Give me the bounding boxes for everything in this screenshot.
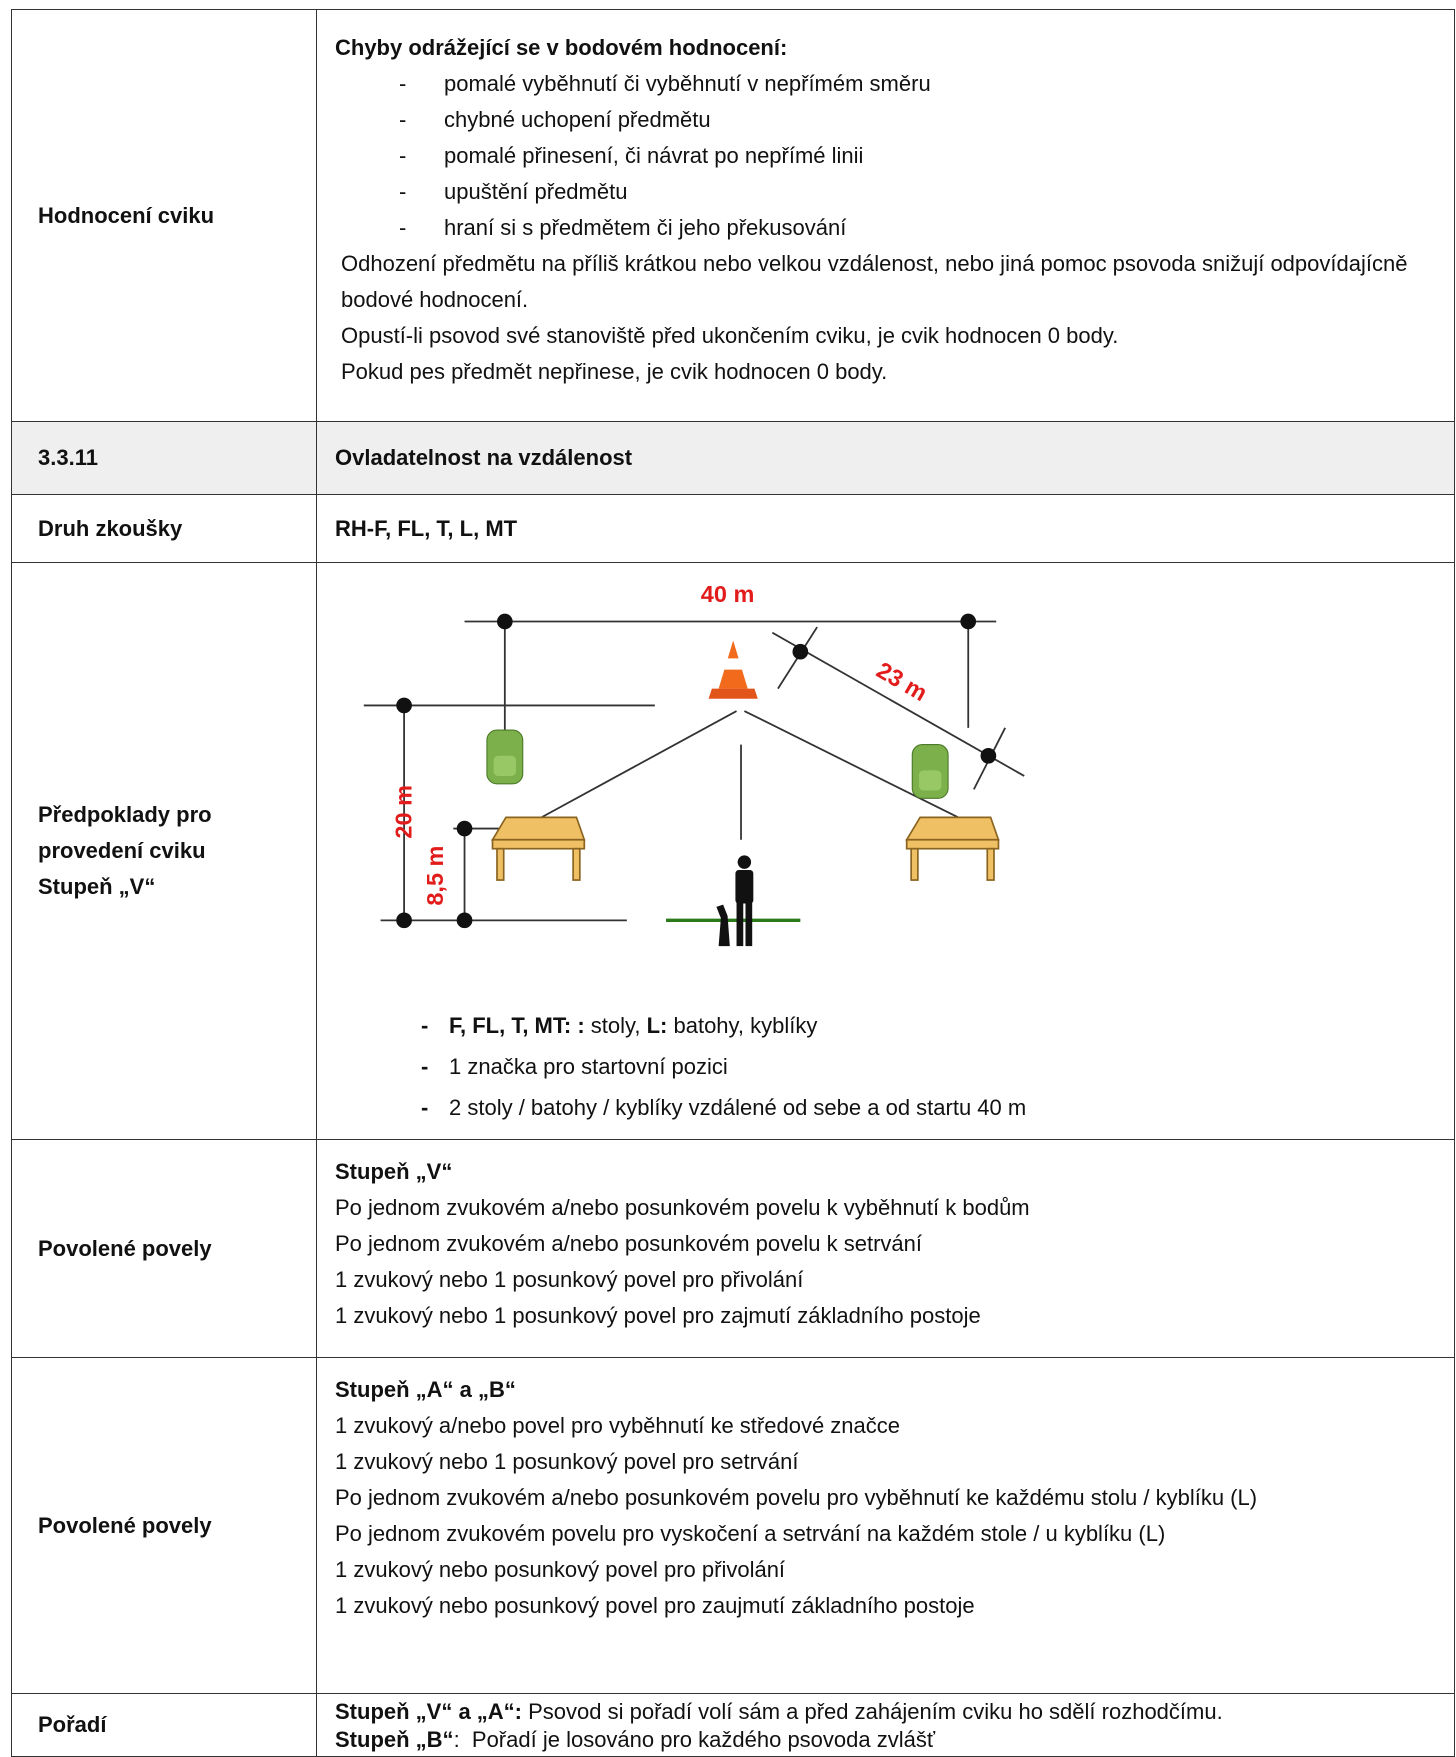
bullet-marker: - — [421, 1054, 429, 1079]
heading: Stupeň „V“ — [335, 1159, 453, 1184]
bullet-marker: - — [399, 143, 407, 168]
content-cell: RH-F, FL, T, L, MT — [317, 495, 1454, 563]
bullet-item: - F, FL, T, MT: : stoly, L: batohy, kyblí… — [421, 1005, 1442, 1046]
heading: Stupeň „A“ a „B“ — [335, 1377, 516, 1402]
cell-text: RH-F, FL, T, L, MT — [335, 515, 518, 541]
label-cell: Předpoklady pro provedení cviku Stupeň „V“ — [12, 563, 317, 1140]
text-run: 2 stoly / batohy / kyblíky vzdálené od s… — [449, 1095, 1027, 1120]
text-line: Stupeň „V“ a „A“: Psovod si pořadí volí … — [335, 1698, 1442, 1726]
text-line: 1 zvukový nebo 1 posunkový povel pro při… — [335, 1267, 804, 1292]
text-run: Psovod si pořadí volí sám a před zahájen… — [522, 1699, 1223, 1724]
bullet-list: - pomalé vyběhnutí či vyběhnutí v nepřímé… — [335, 66, 1442, 246]
row-label: Povolené povely — [38, 1512, 212, 1538]
table: Hodnocení cviku Chyby odrážející se v bod… — [11, 9, 1455, 1757]
content-cell: Chyby odrážející se v bodovém hodnocení:… — [317, 10, 1454, 422]
section-number: 3.3.11 — [38, 445, 98, 470]
text-run: L: — [646, 1013, 668, 1038]
backpacks — [486, 729, 949, 799]
height-label: 20 m — [390, 785, 416, 839]
bullet-list: - F, FL, T, MT: : stoly, L: batohy, kyblí… — [335, 1005, 1442, 1128]
row-label: Pořadí — [38, 1712, 107, 1737]
text-line: 1 zvukový nebo posunkový povel pro zaujm… — [335, 1593, 975, 1618]
text-line: 1 zvukový nebo 1 posunkový povel pro zaj… — [335, 1303, 981, 1328]
diagonal-label: 23 m — [872, 657, 931, 706]
bullet-text: upuštění předmětu — [444, 179, 628, 204]
handler-and-dog — [716, 855, 754, 947]
text-run: stoly, — [584, 1013, 647, 1038]
row-label: Druh zkoušky — [38, 515, 183, 541]
row-label: Povolené povely — [38, 1235, 212, 1261]
bullet-text: hraní si s předmětem či jeho překusování — [444, 215, 847, 240]
bullet-item: -2 stoly / batohy / kyblíky vzdálené od … — [421, 1087, 1442, 1128]
text-run: batohy, kyblíky — [667, 1013, 818, 1038]
row-label: Hodnocení cviku — [38, 202, 215, 228]
label-cell: Povolené povely — [12, 1140, 317, 1358]
text-line: Po jednom zvukovém a/nebo posunkovém pov… — [335, 1231, 922, 1256]
text-run: 1 značka pro startovní pozici — [449, 1054, 728, 1079]
content-cell: Stupeň „V“ Po jednom zvukovém a/nebo posu… — [317, 1140, 1454, 1358]
bullet-marker: - — [399, 71, 407, 96]
text-run: F, FL, T, MT: : — [449, 1013, 585, 1038]
text-run: Stupeň „V“ a „A“: — [335, 1699, 523, 1724]
bullet-text: pomalé přinesení, či návrat po nepřímé l… — [444, 143, 864, 168]
text-line: Po jednom zvukovém a/nebo posunkovém pov… — [335, 1195, 1030, 1220]
tables — [491, 816, 1000, 881]
bullet-text: chybné uchopení předmětu — [444, 107, 711, 132]
heading: Chyby odrážející se v bodovém hodnocení: — [335, 35, 788, 60]
bullet-marker: - — [399, 107, 407, 132]
paragraph: Odhození předmětu na příliš krátkou nebo… — [341, 251, 1408, 312]
label-cell: Druh zkoušky — [12, 495, 317, 563]
text-run: Stupeň „B“ — [335, 1727, 454, 1752]
bullet-marker: - — [421, 1095, 429, 1120]
label-cell: Povolené povely — [12, 1358, 317, 1694]
bullet-text: 1 značka pro startovní pozici — [449, 1046, 728, 1087]
text-line: Stupeň „B“: Pořadí je losováno pro každé… — [335, 1726, 1442, 1754]
text-line: Po jednom zvukovém povelu pro vyskočení … — [335, 1521, 1166, 1546]
bullet-item: - hraní si s předmětem či jeho překusován… — [399, 210, 1442, 246]
content-cell: Stupeň „V“ a „A“: Psovod si pořadí volí … — [317, 1694, 1454, 1756]
measure-lines — [363, 620, 1025, 923]
label-cell: Pořadí — [12, 1694, 317, 1756]
content-cell: Ovladatelnost na vzdálenost — [317, 422, 1454, 495]
width-label: 40 m — [701, 581, 755, 607]
bullet-marker: - — [399, 215, 407, 240]
text-line: 1 zvukový a/nebo povel pro vyběhnutí ke … — [335, 1413, 901, 1438]
text-line: Po jednom zvukovém a/nebo posunkovém pov… — [335, 1485, 1258, 1510]
paragraph: Opustí-li psovod své stanoviště před uko… — [341, 323, 1119, 348]
cone — [708, 640, 758, 699]
bullet-text: pomalé vyběhnutí či vyběhnutí v nepřímém… — [444, 71, 931, 96]
diagram: 40 m 23 m 20 m 8,5 m — [363, 581, 1025, 947]
bullet-item: - pomalé přinesení, či návrat po nepřímé … — [399, 138, 1442, 174]
text-line: 1 zvukový nebo 1 posunkový povel pro set… — [335, 1449, 799, 1474]
content-cell: Stupeň „A“ a „B“ 1 zvukový a/nebo povel p… — [317, 1358, 1454, 1694]
bullet-item: -1 značka pro startovní pozici — [421, 1046, 1442, 1087]
bullet-item: - pomalé vyběhnutí či vyběhnutí v nepřímé… — [399, 66, 1442, 102]
text-run: : Pořadí je losováno pro každého psovoda… — [453, 1727, 936, 1752]
row-label: Předpoklady pro provedení cviku Stupeň „V“ — [38, 797, 212, 905]
label-line: provedení cviku — [38, 838, 206, 863]
bullet-marker: - — [421, 1013, 429, 1038]
label-cell: 3.3.11 — [12, 422, 317, 495]
bullet-marker: - — [399, 179, 407, 204]
text-line: 1 zvukový nebo posunkový povel pro přivo… — [335, 1557, 786, 1582]
bullet-text: 2 stoly / batohy / kyblíky vzdálené od s… — [449, 1087, 1026, 1128]
label-line: Stupeň „V“ — [38, 874, 156, 899]
table-distance-label: 8,5 m — [422, 846, 448, 906]
paragraph: Pokud pes předmět nepřinese, je cvik hod… — [341, 359, 888, 384]
label-cell: Hodnocení cviku — [12, 10, 317, 422]
bullet-text: F, FL, T, MT: : stoly, L: batohy, kyblík… — [449, 1005, 817, 1046]
points — [396, 613, 997, 929]
bullet-item: - upuštění předmětu — [399, 174, 1442, 210]
label-line: Předpoklady pro — [38, 802, 212, 827]
content-cell: 40 m 23 m 20 m 8,5 m - F, FL, T, MT: : st… — [317, 563, 1454, 1140]
bullet-item: - chybné uchopení předmětu — [399, 102, 1442, 138]
section-title: Ovladatelnost na vzdálenost — [335, 445, 633, 470]
